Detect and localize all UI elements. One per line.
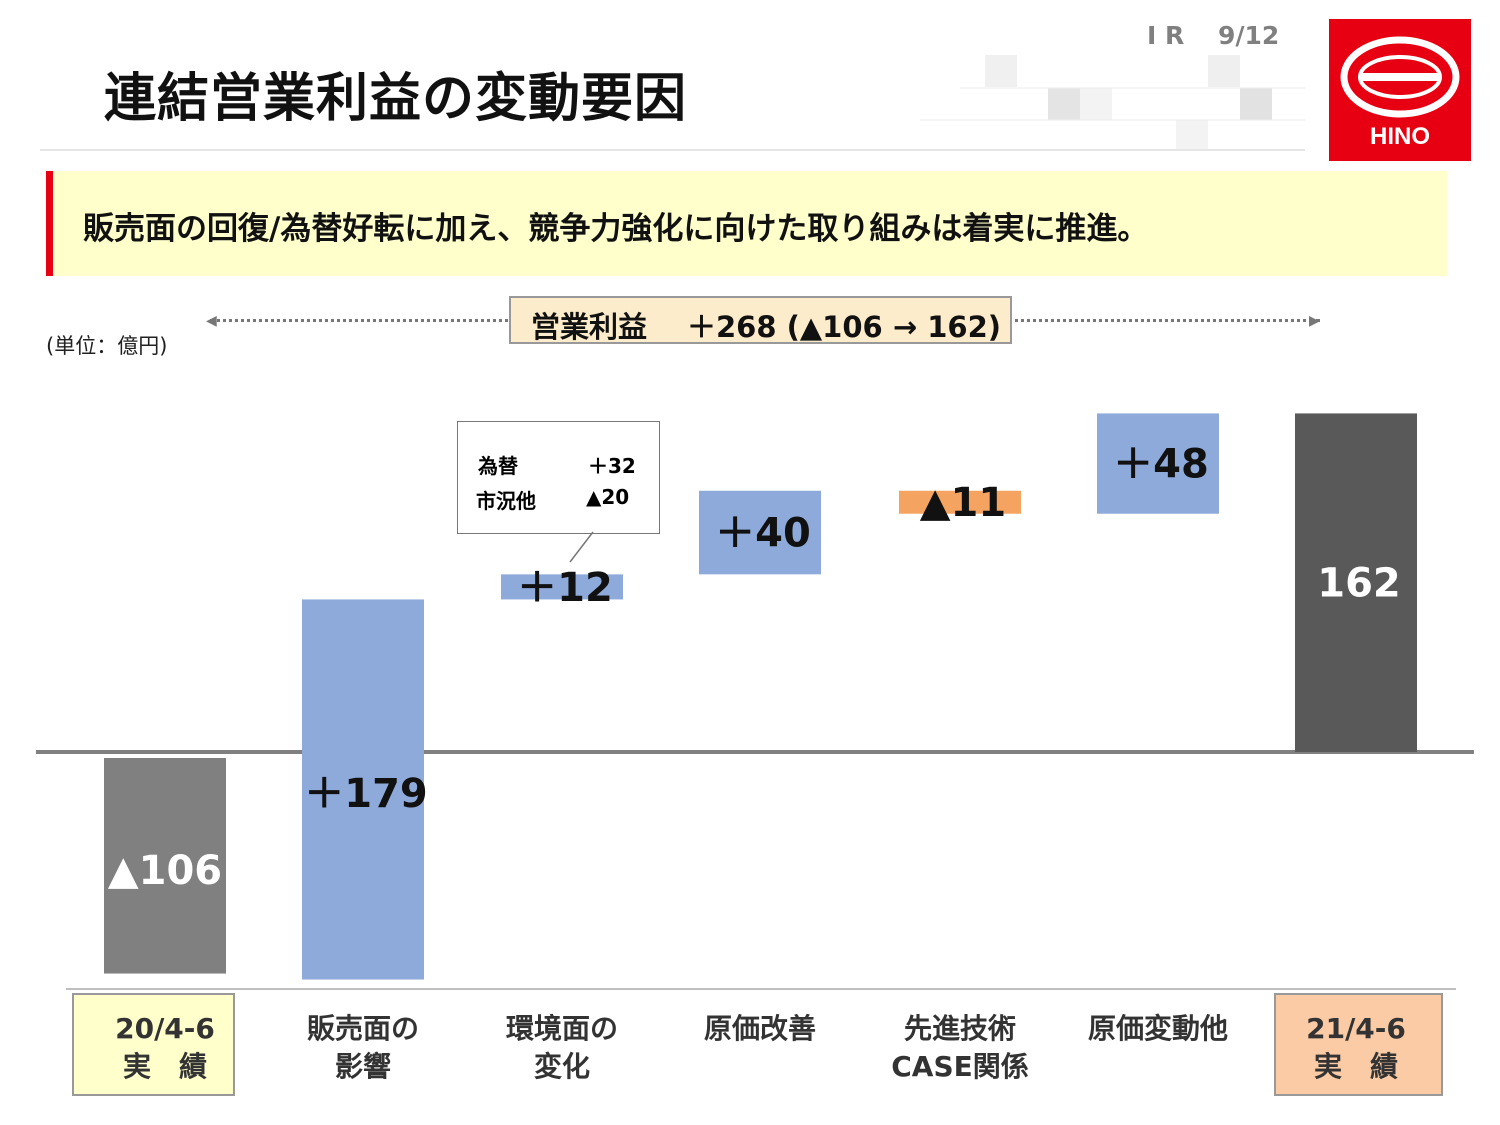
data-label: ＋179 bbox=[304, 771, 428, 817]
svg-text:HINO: HINO bbox=[1370, 123, 1430, 150]
callout-box: 為替 ＋32 市況他 ▲20 bbox=[457, 421, 660, 534]
summary-box: 営業利益 ＋268 (▲106 → 162) bbox=[509, 296, 1012, 344]
summary-label: 営業利益 bbox=[531, 310, 648, 344]
bar bbox=[699, 490, 821, 575]
data-label: ＋12 bbox=[517, 565, 613, 611]
page-number: I R 9/12 bbox=[1147, 21, 1280, 50]
bar bbox=[302, 599, 424, 980]
bar bbox=[1295, 413, 1417, 752]
callout-leader-line bbox=[569, 531, 594, 563]
callout-value: ＋32 bbox=[588, 454, 636, 478]
bar bbox=[899, 490, 1021, 514]
bar bbox=[104, 758, 226, 974]
data-label: ▲106 bbox=[108, 848, 222, 894]
header-divider bbox=[40, 149, 1305, 151]
bar bbox=[1097, 413, 1219, 514]
unit-label: (単位：億円) bbox=[46, 334, 168, 358]
key-message-banner: 販売面の回復/為替好転に加え、競争力強化に向けた取り組みは着実に推進。 bbox=[46, 171, 1447, 276]
data-label: ＋40 bbox=[715, 511, 811, 557]
data-label: 162 bbox=[1317, 561, 1401, 607]
category-label: 20/4-6 実 績 bbox=[115, 1012, 215, 1083]
callout-value: ▲20 bbox=[586, 485, 630, 509]
hino-emblem-icon: HINO bbox=[1340, 36, 1460, 150]
category-label: 21/4-6 実 績 bbox=[1306, 1012, 1406, 1083]
category-label: 販売面の 影響 bbox=[306, 1012, 419, 1083]
data-label: ＋48 bbox=[1113, 442, 1209, 488]
category-highlight bbox=[1274, 993, 1443, 1096]
decorative-grid bbox=[920, 55, 1305, 150]
category-label: 先進技術 CASE関係 bbox=[891, 1012, 1029, 1083]
hino-logo: HINO bbox=[1329, 19, 1471, 161]
bar bbox=[501, 574, 623, 600]
category-label: 原価改善 bbox=[703, 1012, 816, 1045]
page-title: 連結営業利益の変動要因 bbox=[104, 69, 688, 129]
summary-value: ＋268 (▲106 → 162) bbox=[687, 310, 1002, 344]
arrow-right-icon: ▶ bbox=[1309, 313, 1320, 329]
arrow-left-icon: ◀ bbox=[206, 313, 217, 329]
callout-label: 為替 bbox=[478, 454, 518, 478]
category-label: 環境面の 変化 bbox=[505, 1012, 618, 1083]
category-label: 原価変動他 bbox=[1087, 1012, 1228, 1045]
category-highlight bbox=[72, 993, 235, 1096]
callout-label: 市況他 bbox=[476, 489, 536, 513]
key-message: 販売面の回復/為替好転に加え、競争力強化に向けた取り組みは着実に推進。 bbox=[83, 211, 1149, 247]
data-label: ▲11 bbox=[920, 480, 1006, 526]
